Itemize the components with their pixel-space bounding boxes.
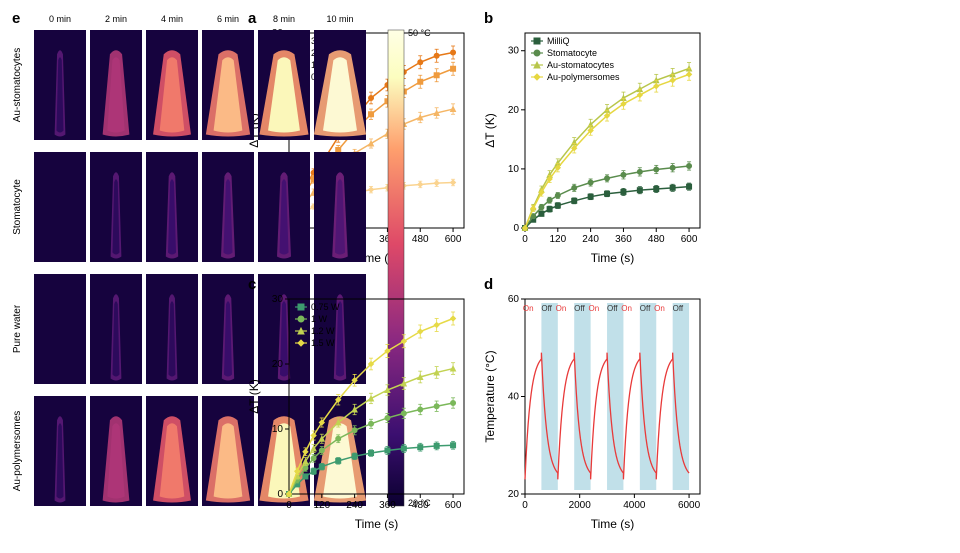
svg-text:6000: 6000 [678,500,701,511]
svg-text:0 min: 0 min [49,14,71,24]
svg-text:On: On [588,304,599,313]
svg-text:1 W: 1 W [311,314,328,324]
svg-text:480: 480 [648,234,665,245]
svg-text:Pure water: Pure water [12,304,23,353]
svg-text:On: On [523,304,534,313]
svg-text:6 min: 6 min [217,14,239,24]
svg-text:240: 240 [582,234,599,245]
svg-text:Temperature (°C): Temperature (°C) [483,350,497,442]
svg-text:30: 30 [508,46,520,57]
svg-text:120: 120 [313,500,330,511]
svg-text:120: 120 [549,234,566,245]
svg-text:4 min: 4 min [161,14,183,24]
svg-text:Au-polymersomes: Au-polymersomes [547,72,620,82]
svg-text:On: On [621,304,632,313]
svg-text:Au-polymersomes: Au-polymersomes [12,411,23,492]
svg-text:2000: 2000 [569,500,592,511]
panel-d: d 0 2000 4000 6000 20 40 60 Time (s) Temperature… [480,274,920,534]
svg-text:0: 0 [277,489,283,500]
svg-text:480: 480 [412,500,429,511]
figure-root: a 01202403604806000102030Time (s)ΔT (K)3… [8,8,952,534]
panel-d-label: d [484,276,493,293]
svg-text:0: 0 [522,234,528,245]
panel-e-label: e [12,10,20,27]
svg-text:30: 30 [272,294,284,305]
svg-text:1.2 W: 1.2 W [311,326,335,336]
panel-b: b 0 120 240 360 480 600 0 10 20 30 Time (s) ΔT (K) M… [480,8,920,268]
svg-text:10 min: 10 min [326,14,353,24]
svg-text:Time (s): Time (s) [591,251,635,265]
svg-text:0: 0 [513,223,519,234]
panel-c-label: c [248,276,256,293]
svg-text:4000: 4000 [623,500,646,511]
svg-text:ΔT (K): ΔT (K) [247,379,261,413]
svg-text:2 min: 2 min [105,14,127,24]
svg-text:ΔT (K): ΔT (K) [483,113,497,147]
svg-text:40: 40 [508,392,520,403]
svg-text:20: 20 [508,489,520,500]
svg-text:20: 20 [272,359,284,370]
svg-text:60: 60 [508,294,520,305]
svg-text:0: 0 [286,500,292,511]
svg-text:Time (s): Time (s) [355,517,399,531]
svg-text:Off: Off [574,304,585,313]
svg-text:Stomatocyte: Stomatocyte [547,48,597,58]
svg-text:10: 10 [272,424,284,435]
svg-text:Off: Off [541,304,552,313]
svg-text:360: 360 [379,500,396,511]
svg-text:MilliQ: MilliQ [547,36,570,46]
svg-text:8 min: 8 min [273,14,295,24]
svg-text:1.5 W: 1.5 W [311,338,335,348]
svg-text:Off: Off [640,304,651,313]
svg-text:Off: Off [607,304,618,313]
panel-b-label: b [484,10,493,27]
panel-c: c 0 120 240 360 480 600 0 10 20 30 Time (s) ΔT (K) 0… [244,274,474,534]
svg-text:0.75 W: 0.75 W [311,302,340,312]
svg-text:600: 600 [681,234,698,245]
svg-text:20: 20 [508,105,520,116]
svg-text:On: On [556,304,567,313]
svg-text:0: 0 [522,500,528,511]
svg-text:50 °C: 50 °C [408,28,431,38]
svg-text:600: 600 [445,500,462,511]
svg-text:360: 360 [615,234,632,245]
svg-text:Au-stomatocytes: Au-stomatocytes [12,48,23,122]
svg-text:Stomatocyte: Stomatocyte [12,179,23,235]
svg-text:Time (s): Time (s) [591,517,635,531]
svg-text:Off: Off [673,304,684,313]
panel-e: e 0 min2 min4 min6 min8 min10 minAu-stom… [8,8,238,534]
svg-text:On: On [654,304,665,313]
svg-text:Au-stomatocytes: Au-stomatocytes [547,60,615,70]
svg-text:10: 10 [508,164,520,175]
svg-text:240: 240 [346,500,363,511]
